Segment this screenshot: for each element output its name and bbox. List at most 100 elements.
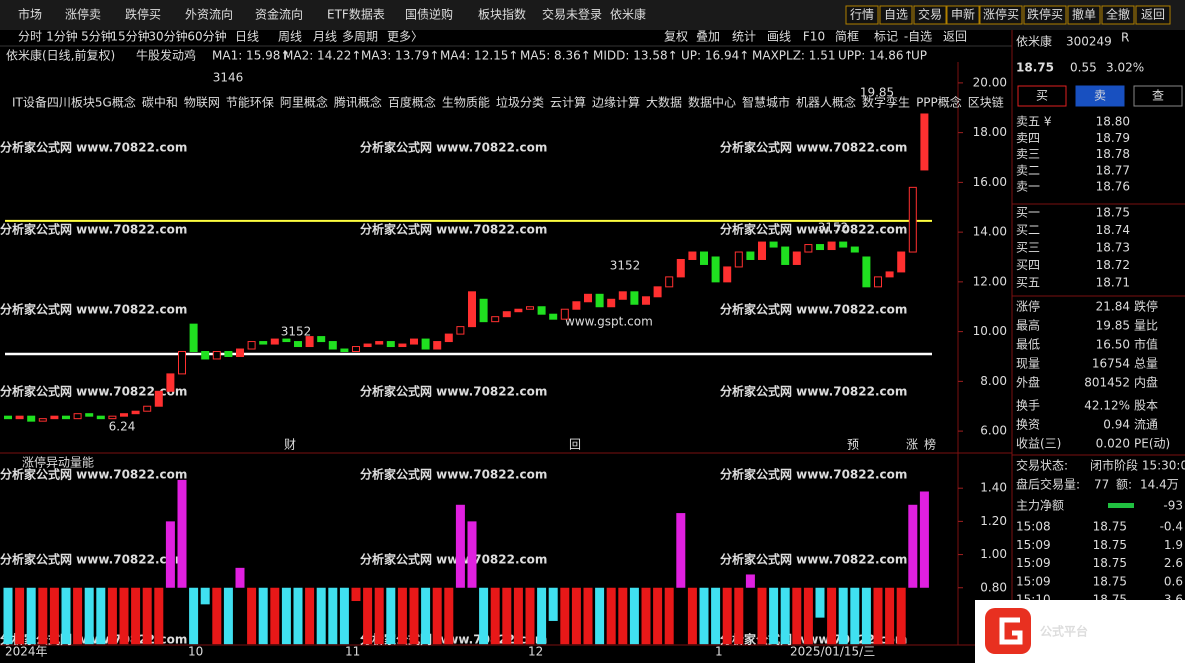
volume-bar bbox=[165, 521, 175, 588]
menu-button[interactable]: 全撤 bbox=[1106, 7, 1130, 22]
period-tab[interactable]: 周线 bbox=[278, 30, 302, 44]
volume-bar bbox=[676, 513, 686, 588]
period-tab[interactable]: 30分钟 bbox=[148, 29, 187, 44]
trade-time: 15:09 bbox=[1016, 556, 1051, 570]
tool-button[interactable]: 简框 bbox=[835, 30, 859, 44]
period-tab[interactable]: 1分钟 bbox=[46, 29, 78, 44]
candle bbox=[433, 341, 442, 350]
action-button[interactable] bbox=[1133, 85, 1183, 107]
menu-button[interactable]: 撤单 bbox=[1072, 7, 1096, 22]
button-frame bbox=[1101, 5, 1135, 25]
period-tab[interactable]: 多周期 bbox=[342, 30, 378, 44]
tool-button[interactable]: 叠加 bbox=[696, 30, 720, 44]
menu-item[interactable]: 板块指数 bbox=[478, 7, 526, 22]
menu-item[interactable]: 国债逆购 bbox=[405, 7, 453, 22]
menu-button[interactable]: 跌停买 bbox=[1027, 7, 1063, 22]
action-button[interactable] bbox=[1017, 85, 1067, 107]
stat-label: 换手 bbox=[1016, 399, 1040, 413]
y-tick-label: 1.00 bbox=[980, 547, 1007, 561]
period-tab[interactable]: 60分钟 bbox=[187, 29, 226, 44]
candle bbox=[781, 246, 790, 265]
amount-value: 14.4万 bbox=[1140, 478, 1179, 492]
candle bbox=[746, 251, 755, 260]
ask-price: 18.79 bbox=[1096, 131, 1130, 145]
y-tick-label: 1.20 bbox=[980, 514, 1007, 528]
x-tick-label: 12 bbox=[528, 645, 543, 659]
volume-bar bbox=[432, 587, 442, 645]
bid-price: 18.71 bbox=[1096, 276, 1130, 290]
candle bbox=[410, 338, 418, 345]
menu-item[interactable]: 资金流向 bbox=[255, 7, 303, 22]
volume-bar bbox=[803, 587, 813, 645]
tool-button[interactable]: 复权 bbox=[664, 30, 688, 44]
ask-label: 卖五 ¥ bbox=[1016, 115, 1052, 129]
tool-button[interactable]: 返回 bbox=[943, 30, 967, 44]
action-label[interactable]: 买 bbox=[1036, 89, 1048, 103]
concept-tag: 阿里概念 bbox=[280, 95, 328, 110]
tool-button[interactable]: 统计 bbox=[732, 30, 756, 44]
candle bbox=[328, 341, 337, 350]
ask-label: 卖三 bbox=[1016, 147, 1040, 161]
menu-button[interactable]: 交易 bbox=[918, 7, 942, 22]
last-price: 18.75 bbox=[1016, 61, 1054, 75]
candle bbox=[700, 251, 708, 265]
concept-tag: 边缘计算 bbox=[592, 95, 640, 110]
candle bbox=[537, 306, 546, 315]
trade-price: 18.75 bbox=[1093, 520, 1127, 534]
menu-item[interactable]: 跌停买 bbox=[125, 7, 161, 22]
volume-bar bbox=[73, 587, 83, 645]
period-tab[interactable]: 月线 bbox=[313, 30, 337, 44]
menu-item[interactable]: 涨停卖 bbox=[65, 7, 101, 22]
candle bbox=[874, 276, 882, 288]
ask-label: 卖一 bbox=[1016, 180, 1040, 194]
volume-bar bbox=[757, 587, 767, 645]
action-label[interactable]: 查 bbox=[1152, 89, 1164, 103]
menu-button[interactable]: 行情 bbox=[850, 8, 874, 22]
menu-button[interactable]: 返回 bbox=[1141, 8, 1165, 22]
candle bbox=[120, 413, 128, 417]
watermark: 分析家公式网 www.70822.com bbox=[720, 140, 907, 155]
period-tab[interactable]: 分时 bbox=[18, 30, 42, 44]
ask-price: 18.80 bbox=[1096, 115, 1130, 129]
period-tab[interactable]: 更多〉 bbox=[387, 30, 423, 44]
candle bbox=[560, 308, 569, 320]
candle bbox=[816, 244, 824, 251]
tool-button[interactable]: F10 bbox=[803, 30, 825, 44]
concept-tag: 智慧城市 bbox=[742, 95, 790, 110]
action-label[interactable]: 卖 bbox=[1094, 89, 1106, 103]
period-tab[interactable]: 5分钟 bbox=[81, 29, 113, 44]
tool-button[interactable]: 标记 bbox=[874, 30, 898, 44]
volume-bar bbox=[734, 587, 744, 645]
candle bbox=[711, 256, 720, 283]
volume-bar bbox=[780, 587, 790, 645]
candle bbox=[259, 341, 268, 345]
volume-bar bbox=[316, 587, 326, 645]
volume-bar bbox=[142, 587, 152, 645]
menu-item[interactable]: 市场 bbox=[18, 7, 42, 22]
volume-bar bbox=[687, 587, 697, 645]
stat-label: 最高 bbox=[1016, 318, 1040, 333]
tool-button[interactable]: 画线 bbox=[767, 30, 791, 44]
tool-button[interactable]: -自选 bbox=[904, 30, 932, 44]
volume-bar bbox=[548, 587, 558, 621]
menu-button[interactable]: 自选 bbox=[884, 8, 908, 22]
candle bbox=[862, 256, 871, 288]
candle bbox=[212, 351, 221, 360]
candle bbox=[456, 326, 465, 335]
action-button[interactable] bbox=[1075, 85, 1125, 107]
candle bbox=[630, 291, 639, 305]
candle bbox=[526, 306, 534, 310]
menu-item[interactable]: ETF数据表 bbox=[327, 7, 385, 22]
volume-bar bbox=[479, 587, 489, 645]
volume-bar bbox=[885, 587, 895, 645]
watermark: 分析家公式网 www.70822.com bbox=[360, 140, 547, 155]
trade-time: 15:09 bbox=[1016, 574, 1051, 588]
menu-button[interactable]: 申新 bbox=[951, 7, 975, 22]
menu-item[interactable]: 外资流向 bbox=[185, 7, 233, 22]
net-label: 主力净额 bbox=[1016, 499, 1064, 513]
candle bbox=[27, 415, 36, 422]
period-tab[interactable]: 日线 bbox=[235, 30, 259, 44]
concept-tag: 数字孪生 bbox=[862, 95, 910, 110]
menu-button[interactable]: 涨停买 bbox=[983, 7, 1019, 22]
period-tab[interactable]: 15分钟 bbox=[110, 29, 149, 44]
